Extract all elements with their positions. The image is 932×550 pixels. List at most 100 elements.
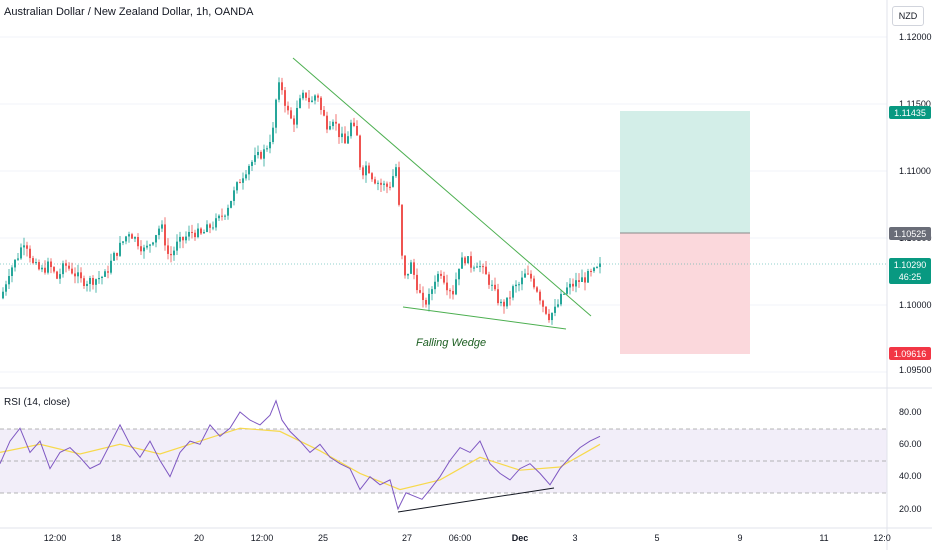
- candle-body: [386, 183, 388, 187]
- candle-body: [110, 260, 112, 273]
- x-tick-label: 25: [318, 533, 328, 543]
- candle-body: [593, 267, 595, 272]
- candle-body: [422, 292, 424, 301]
- current-price-tag: 1.10290 46:25: [889, 258, 931, 284]
- candle-body: [539, 291, 541, 301]
- x-tick-label: 9: [737, 533, 742, 543]
- rsi-tick-label: 60.00: [899, 439, 922, 449]
- candle-body: [545, 306, 547, 314]
- candle-body: [74, 273, 76, 277]
- candle-body: [440, 273, 442, 276]
- candle-body: [8, 276, 10, 285]
- candle-body: [206, 224, 208, 233]
- candle-body: [113, 252, 115, 261]
- candle-body: [332, 121, 334, 127]
- x-tick-label: 20: [194, 533, 204, 543]
- candle-body: [359, 135, 361, 168]
- candle-body: [371, 173, 373, 180]
- candle-body: [347, 136, 349, 144]
- candle-body: [188, 231, 190, 237]
- candle-body: [194, 232, 196, 238]
- candle-body: [320, 97, 322, 110]
- candle-body: [164, 224, 166, 246]
- currency-button[interactable]: NZD: [892, 6, 924, 26]
- candle-body: [11, 267, 13, 277]
- candle-body: [221, 215, 223, 217]
- candle-body: [245, 174, 247, 179]
- candle-body: [503, 301, 505, 307]
- candle-body: [329, 126, 331, 130]
- candle-body: [431, 289, 433, 294]
- candle-body: [596, 266, 598, 268]
- candle-body: [560, 293, 562, 305]
- rsi-tick-label: 40.00: [899, 471, 922, 481]
- candle-body: [479, 266, 481, 268]
- candle-body: [338, 123, 340, 138]
- candle-body: [374, 179, 376, 184]
- candle-body: [161, 224, 163, 229]
- rsi-line: [0, 399, 601, 511]
- wedge-upper-line: [292, 57, 592, 317]
- candle-body: [572, 283, 574, 287]
- candle-body: [56, 271, 58, 279]
- candle-body: [179, 236, 181, 242]
- candle-body: [269, 141, 271, 149]
- target-tag-label: 1.11435: [894, 108, 926, 118]
- candle-body: [47, 261, 49, 273]
- candle-body: [32, 258, 34, 263]
- candle-body: [122, 241, 124, 243]
- candle-body: [176, 241, 178, 251]
- candle-body: [353, 122, 355, 126]
- candle-body: [341, 133, 343, 138]
- candle-body: [530, 273, 532, 279]
- candle-body: [209, 224, 211, 228]
- candle-body: [455, 279, 457, 295]
- candle-body: [290, 110, 292, 119]
- x-tick-label: 12:00: [251, 533, 274, 543]
- candle-body: [494, 284, 496, 290]
- candle-body: [251, 161, 253, 166]
- candle-body: [200, 228, 202, 234]
- candle-body: [449, 290, 451, 292]
- candle-body: [101, 276, 103, 278]
- candle-body: [254, 155, 256, 162]
- candle-body: [293, 118, 295, 125]
- rsi-indicator-label[interactable]: RSI (14, close): [4, 397, 71, 408]
- candle-body: [29, 248, 31, 259]
- candle-body: [41, 267, 43, 270]
- x-tick-label: 12:00: [44, 533, 67, 543]
- candle-body: [140, 246, 142, 252]
- candle-body: [44, 267, 46, 273]
- candle-body: [419, 290, 421, 293]
- candle-body: [197, 228, 199, 238]
- candle-body: [281, 82, 283, 91]
- candle-body: [458, 268, 460, 280]
- candle-body: [317, 95, 319, 98]
- candle-body: [68, 265, 70, 269]
- x-tick-label: 06:00: [449, 533, 472, 543]
- candle-body: [83, 278, 85, 286]
- candle-body: [272, 127, 274, 142]
- candle-body: [299, 98, 301, 108]
- candle-body: [23, 245, 25, 248]
- y-tick-label: 1.10000: [899, 300, 932, 310]
- candle-body: [584, 277, 586, 283]
- candle-body: [428, 293, 430, 305]
- candle-body: [173, 250, 175, 256]
- candle-body: [107, 271, 109, 273]
- candle-body: [287, 105, 289, 111]
- candle-body: [575, 280, 577, 287]
- x-tick-label: 27: [402, 533, 412, 543]
- rsi-band-group: [0, 428, 887, 494]
- candle-body: [401, 204, 403, 256]
- candle-body: [599, 263, 601, 267]
- entry-tag: 1.10525: [889, 227, 931, 240]
- candle-body: [512, 286, 514, 298]
- candle-body: [239, 182, 241, 184]
- candle-body: [497, 289, 499, 304]
- candle-body: [554, 306, 556, 313]
- candle-body: [59, 274, 61, 279]
- candle-body: [467, 256, 469, 264]
- candle-body: [242, 178, 244, 183]
- candle-body: [20, 247, 22, 259]
